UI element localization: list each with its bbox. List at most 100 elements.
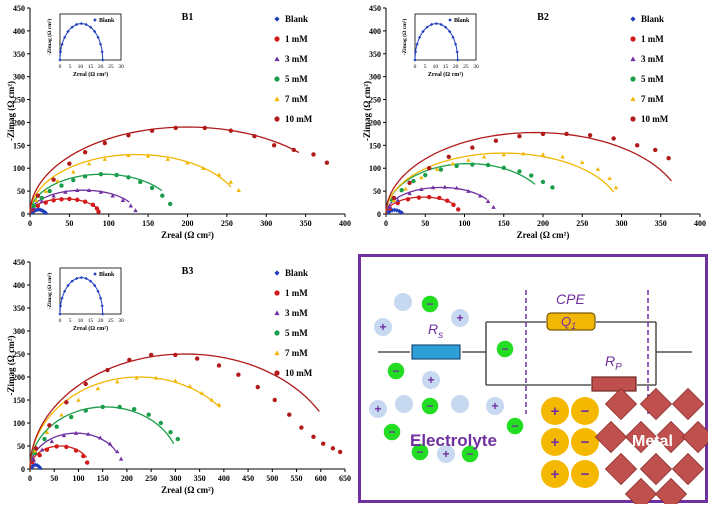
charge-sign: − [581, 434, 590, 451]
data-point [33, 446, 39, 451]
data-point [82, 174, 88, 179]
y-tick-label: 50 [373, 187, 381, 196]
data-point [31, 457, 37, 462]
nyquist-plot-b2: 0 50 100 150 200 250 300 350 4000501001502002503… [362, 4, 706, 240]
data-point [61, 433, 67, 438]
data-point [35, 193, 41, 198]
inset-data-point [434, 21, 438, 26]
ion-sign: + [456, 311, 463, 325]
x-tick-label: 300 [260, 219, 272, 228]
ion-circle [486, 397, 504, 415]
legend-label: 5 mM [285, 74, 308, 84]
data-point [173, 125, 178, 131]
anion: − [495, 339, 515, 359]
data-point [86, 161, 92, 166]
data-point [653, 147, 658, 153]
data-point [291, 147, 297, 153]
data-point [423, 172, 428, 178]
fit-curve [29, 406, 175, 470]
inset-x-title: Zreal (Ω cm²) [73, 325, 108, 332]
inset-tick-label: 10 [78, 318, 84, 324]
data-point [442, 184, 448, 189]
data-point [550, 185, 555, 190]
data-point [51, 177, 56, 182]
data-point [35, 203, 41, 208]
inset-tick-label: 15 [88, 318, 94, 324]
data-point [485, 162, 491, 168]
inset-y-title: -Zimag (Ω cm²) [46, 19, 53, 56]
data-point [236, 372, 241, 377]
y-tick-label: 450 [13, 258, 25, 267]
data-point [43, 200, 48, 205]
data-point [419, 187, 424, 192]
x-axis-title: Zreal (Ω cm²) [161, 485, 214, 495]
inset-data-point [58, 50, 63, 54]
ion-circle [495, 339, 515, 359]
data-point [47, 188, 52, 194]
inset-data-point [89, 279, 93, 283]
x-tick-label: 50 [50, 474, 58, 483]
inset-legend-marker [448, 18, 452, 22]
inset-plot: 0 5 10 15 20 25 30 Blank Zreal (Ω cm²) -Zimag (Ω … [401, 13, 479, 78]
ion-circle [395, 395, 413, 413]
data-point [131, 407, 137, 412]
metal-crystal [681, 420, 708, 454]
data-point [120, 198, 126, 203]
metal-crystal [604, 387, 638, 421]
charge-circle [571, 460, 599, 488]
inset-tick-label: 5 [69, 318, 72, 324]
inset-tick-label: 0 [59, 318, 62, 324]
ion-circle [382, 422, 402, 442]
data-point [434, 166, 440, 171]
data-point [405, 197, 411, 202]
charge-sign: + [551, 434, 560, 451]
metal-crystal [604, 452, 638, 486]
data-point [75, 197, 80, 203]
data-point [228, 128, 234, 133]
plot-title: B3 [182, 266, 194, 277]
y-tick-label: 400 [13, 281, 25, 290]
data-point [149, 185, 155, 191]
x-tick-label: 150 [142, 219, 154, 228]
fit-curve [385, 152, 615, 215]
y-tick-label: 50 [17, 187, 25, 196]
data-point [416, 195, 422, 200]
legend-marker [274, 36, 280, 42]
y-tick-label: 150 [13, 396, 25, 405]
data-point [138, 179, 143, 185]
cation: + [369, 400, 387, 418]
inset-data-point [101, 58, 105, 62]
legend-label: 5 mM [641, 74, 664, 84]
y-tick-label: 250 [13, 350, 25, 359]
data-point [31, 463, 36, 468]
legend-marker [274, 370, 280, 376]
ion-sign: − [501, 342, 508, 356]
electrolyte-ions: −++−−++ − +−−− + − [369, 293, 525, 464]
inset-data-point [60, 42, 64, 46]
inset-data-point [101, 312, 105, 316]
plot-title: B1 [182, 12, 194, 23]
y-tick-label: 300 [13, 73, 25, 82]
data-point [517, 133, 522, 139]
inset-data-point [418, 35, 422, 39]
fit-curve [29, 376, 221, 470]
series-10-mm [29, 125, 330, 215]
legend-label: Blank [641, 14, 664, 24]
anion: − [505, 416, 525, 436]
data-point [587, 133, 593, 138]
metal-crystal [671, 387, 705, 421]
anion: − [460, 444, 480, 464]
data-point [175, 436, 181, 442]
inset-tick-label: 15 [443, 64, 449, 70]
charge-circle [571, 428, 599, 456]
inset-tick-label: 5 [69, 64, 72, 70]
data-point [51, 198, 56, 203]
inset-data-point [79, 275, 83, 280]
data-point [216, 363, 222, 368]
data-point [517, 169, 522, 174]
data-point [540, 131, 546, 137]
metal-crystal [654, 477, 688, 504]
data-point [59, 183, 64, 188]
data-point [560, 154, 565, 159]
data-point [73, 430, 79, 435]
